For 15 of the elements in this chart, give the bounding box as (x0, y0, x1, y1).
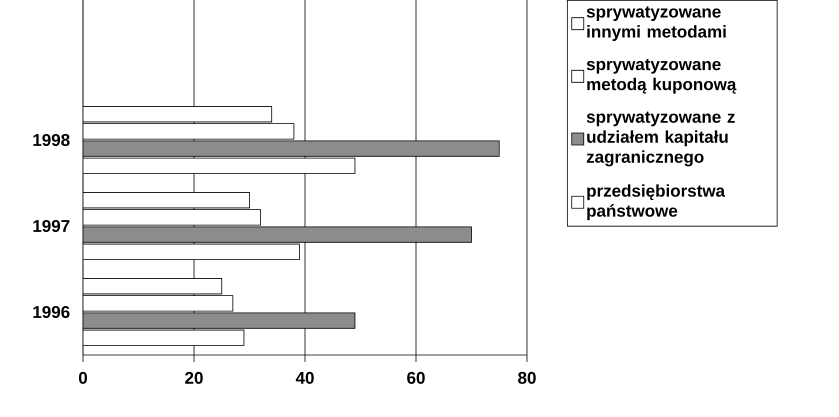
y-tick-label: 1997 (33, 220, 70, 232)
text: sprywatyzowane innymi metodami (586, 6, 726, 42)
y-tick-label: 1998 (33, 134, 70, 146)
x-tick-label: 20 (185, 372, 203, 384)
legend-label: sprywatyzowane z udziałem kapitału zagranicznego (586, 112, 735, 166)
x-tick-label: 60 (407, 372, 425, 384)
bar (83, 312, 356, 329)
x-tick-label: 0 (78, 372, 88, 384)
text: przedsiębiorstwa państwowe (587, 184, 726, 220)
bar (83, 226, 472, 243)
x-tick-label: 80 (518, 372, 536, 384)
x-tick-label: 40 (296, 372, 314, 384)
text: sprywatyzowane metodą kuponową (586, 59, 736, 94)
bar (83, 140, 500, 157)
y-tick-label: 1996 (33, 306, 70, 318)
